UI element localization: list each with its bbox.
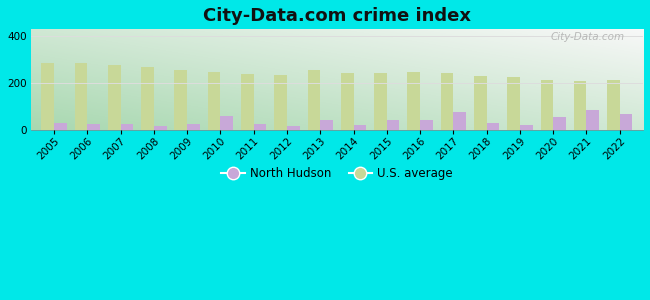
Bar: [108, 65, 121, 130]
Bar: [474, 76, 487, 130]
Legend: North Hudson, U.S. average: North Hudson, U.S. average: [216, 163, 458, 185]
Bar: [220, 116, 233, 130]
Bar: [354, 125, 366, 130]
Bar: [574, 80, 586, 130]
Bar: [541, 80, 553, 130]
Bar: [75, 63, 87, 130]
Bar: [54, 123, 67, 130]
Bar: [441, 74, 453, 130]
Bar: [420, 121, 433, 130]
Bar: [187, 124, 200, 130]
Bar: [121, 124, 133, 130]
Bar: [42, 63, 54, 130]
Bar: [487, 123, 499, 130]
Bar: [141, 68, 154, 130]
Bar: [320, 121, 333, 130]
Bar: [241, 74, 254, 130]
Bar: [307, 70, 320, 130]
Bar: [553, 117, 566, 130]
Bar: [374, 73, 387, 130]
Bar: [87, 124, 100, 130]
Bar: [287, 126, 300, 130]
Bar: [254, 124, 266, 130]
Bar: [507, 77, 520, 130]
Bar: [408, 72, 420, 130]
Bar: [387, 120, 400, 130]
Bar: [174, 70, 187, 130]
Bar: [586, 110, 599, 130]
Bar: [607, 80, 619, 130]
Text: City-Data.com: City-Data.com: [551, 32, 625, 42]
Bar: [520, 125, 532, 130]
Bar: [619, 114, 632, 130]
Bar: [154, 126, 166, 130]
Bar: [453, 112, 466, 130]
Bar: [208, 72, 220, 130]
Bar: [341, 74, 354, 130]
Bar: [274, 75, 287, 130]
Title: City-Data.com crime index: City-Data.com crime index: [203, 7, 471, 25]
